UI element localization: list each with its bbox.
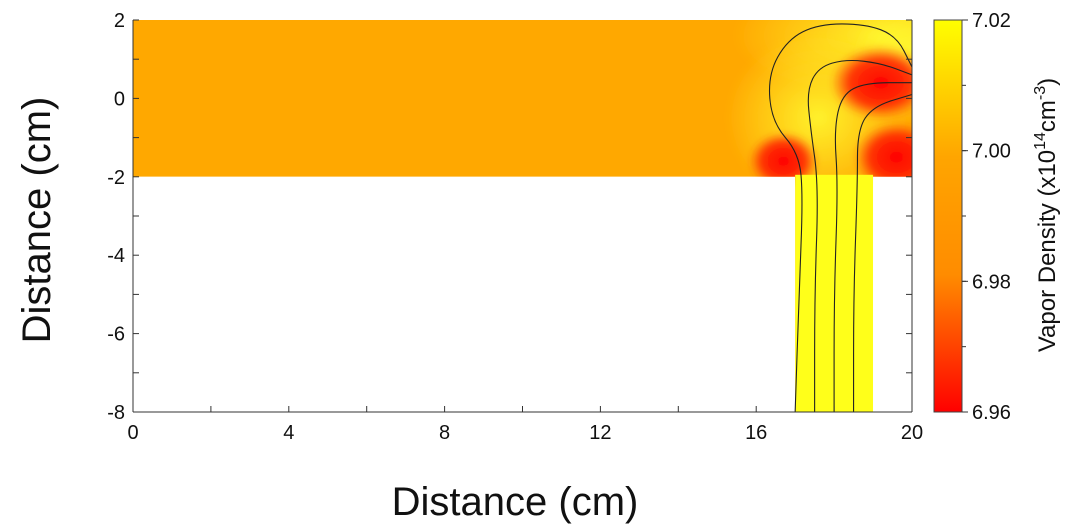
x-tick-label: 0	[127, 422, 138, 444]
x-tick-label: 12	[589, 422, 611, 444]
field-red-spot-lower	[853, 121, 912, 193]
x-tick-label: 16	[745, 422, 767, 444]
heatmap-field	[133, 20, 912, 412]
y-tick-label: -6	[107, 324, 125, 346]
x-tick-label: 8	[439, 422, 450, 444]
x-tick-label: 20	[901, 422, 923, 444]
colorbar: 7.02 7.00 6.98 6.96 Vapor Density (x1014cm-…	[933, 10, 1061, 424]
colorbar-tick-label: 7.02	[972, 10, 1011, 32]
y-tick-label: 0	[114, 88, 125, 110]
colorbar-gradient	[933, 19, 963, 413]
x-axis-title: Distance (cm)	[392, 480, 639, 524]
colorbar-tick-label: 6.96	[972, 402, 1011, 424]
y-axis-title: Distance (cm)	[15, 97, 59, 344]
streamlines	[768, 23, 913, 413]
colorbar-title: Vapor Density (x1014cm-3)	[1032, 78, 1061, 352]
y-tick-label: -2	[107, 167, 125, 189]
colorbar-tick-label: 6.98	[972, 271, 1011, 293]
field-background	[133, 20, 912, 412]
y-tick-label: -4	[107, 245, 125, 267]
y-tick-label: -8	[107, 402, 125, 424]
streamline-2	[807, 59, 913, 412]
y-tick-label: 2	[114, 10, 125, 32]
streamline-4	[853, 93, 913, 412]
streamline-1	[768, 23, 913, 413]
streamline-3	[833, 82, 912, 412]
x-tick-label: 4	[283, 422, 294, 444]
colorbar-tick-label: 7.00	[972, 141, 1011, 163]
